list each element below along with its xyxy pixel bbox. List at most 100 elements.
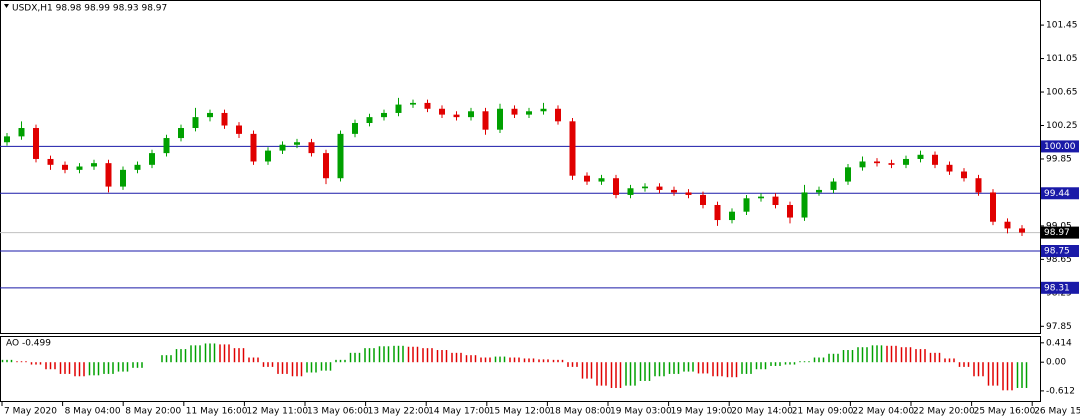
candle-body (729, 211, 735, 221)
level-label-box (1041, 187, 1079, 200)
candle-body (743, 198, 750, 212)
candle-body (149, 153, 155, 165)
candle-body (772, 196, 779, 205)
candle-body (62, 164, 68, 170)
candle-body (627, 188, 634, 195)
candle-body (178, 128, 184, 139)
y-tick-label: 101.45 (1046, 21, 1078, 31)
candle-body (410, 102, 416, 105)
candle-body (511, 108, 518, 115)
current-price-label: 98.97 (1044, 228, 1070, 238)
candle-body (801, 192, 808, 218)
x-tick-label: 22 May 04:00 (852, 407, 914, 417)
ao-tick-label: 0.00 (1046, 358, 1066, 368)
candle-body (250, 133, 257, 162)
candle-body (207, 112, 213, 118)
x-tick-label: 13 May 06:00 (307, 407, 369, 417)
candle-body (1019, 228, 1025, 233)
candle-body (990, 192, 996, 222)
candle-body (352, 122, 358, 134)
current-price-box (1041, 226, 1079, 239)
y-tick-label: 99.85 (1046, 154, 1072, 164)
candle-body (120, 169, 126, 187)
candle-body (18, 128, 25, 137)
candle-body (468, 111, 474, 118)
candle-body (903, 158, 909, 165)
candle-body (830, 181, 837, 190)
level-label: 99.44 (1044, 189, 1070, 199)
x-tick-label: 13 May 22:00 (368, 407, 430, 417)
candle-body (845, 167, 851, 182)
candle-body (265, 150, 271, 162)
candle-body (555, 108, 561, 122)
x-tick-label: 8 May 20:00 (125, 407, 181, 417)
y-tick-label: 98.65 (1046, 255, 1072, 265)
chart-title: USDX,H1 98.98 98.99 98.93 98.97 (12, 4, 167, 14)
candle-body (714, 204, 721, 221)
candle-body (482, 111, 489, 130)
candle-body (221, 112, 228, 126)
candle-body (381, 112, 387, 118)
candle-body (134, 164, 141, 170)
candle-body (192, 117, 199, 129)
level-label-box (1041, 140, 1079, 153)
candle-body (294, 142, 300, 145)
candle-body (236, 125, 242, 134)
candle-body (642, 186, 648, 189)
main-panel (0, 0, 1041, 334)
candle-body (917, 154, 924, 159)
candle-body (337, 133, 344, 179)
candle-body (453, 114, 460, 118)
x-tick-label: 25 May 16:00 (974, 407, 1036, 417)
candle-body (874, 161, 880, 164)
marker (4, 4, 9, 8)
candle-body (613, 178, 619, 195)
candle-body (279, 144, 286, 151)
candle-body (91, 163, 97, 167)
ao-tick-label: 0.414 (1046, 338, 1072, 348)
candle-body (569, 121, 576, 176)
candle-body (424, 102, 431, 109)
candle-body (888, 163, 895, 165)
candle-body (932, 154, 938, 165)
ao-panel (0, 336, 1041, 402)
x-tick-label: 18 May 08:00 (549, 407, 611, 417)
candle-body (758, 196, 764, 199)
candle-body (47, 158, 54, 165)
candle-body (946, 164, 953, 172)
x-tick-label: 8 May 04:00 (65, 407, 121, 417)
candle-body (598, 178, 605, 182)
candle-body (584, 175, 590, 182)
ao-tick-label: -0.612 (1046, 386, 1075, 396)
x-tick-label: 22 May 20:00 (913, 407, 975, 417)
x-tick-label: 15 May 12:00 (489, 407, 551, 417)
y-tick-label: 100.65 (1046, 88, 1078, 98)
candle-body (859, 161, 866, 168)
candle-body (787, 204, 793, 218)
candle-body (366, 117, 373, 123)
x-tick-label: 26 May 15:00 (1034, 407, 1080, 417)
candle-body (526, 111, 532, 115)
x-tick-label: 21 May 09:00 (792, 407, 854, 417)
x-tick-label: 20 May 14:00 (731, 407, 793, 417)
candle-body (656, 186, 663, 190)
candle-body (1004, 221, 1011, 229)
candle-body (439, 108, 445, 115)
level-label: 100.00 (1044, 142, 1076, 152)
x-tick-label: 14 May 17:00 (428, 407, 490, 417)
candle-body (975, 178, 982, 193)
candle-body (685, 192, 692, 195)
level-label: 98.75 (1044, 247, 1070, 257)
candle-body (540, 108, 547, 112)
y-tick-label: 97.85 (1046, 322, 1072, 332)
x-tick-label: 11 May 16:00 (186, 407, 248, 417)
candle-body (816, 189, 822, 193)
candle-body (105, 163, 112, 187)
candle-body (961, 171, 967, 179)
candle-body (700, 194, 706, 205)
candle-body (4, 136, 10, 143)
candle-body (323, 153, 329, 179)
y-tick-label: 99.05 (1046, 221, 1072, 231)
level-label-box (1041, 281, 1079, 294)
